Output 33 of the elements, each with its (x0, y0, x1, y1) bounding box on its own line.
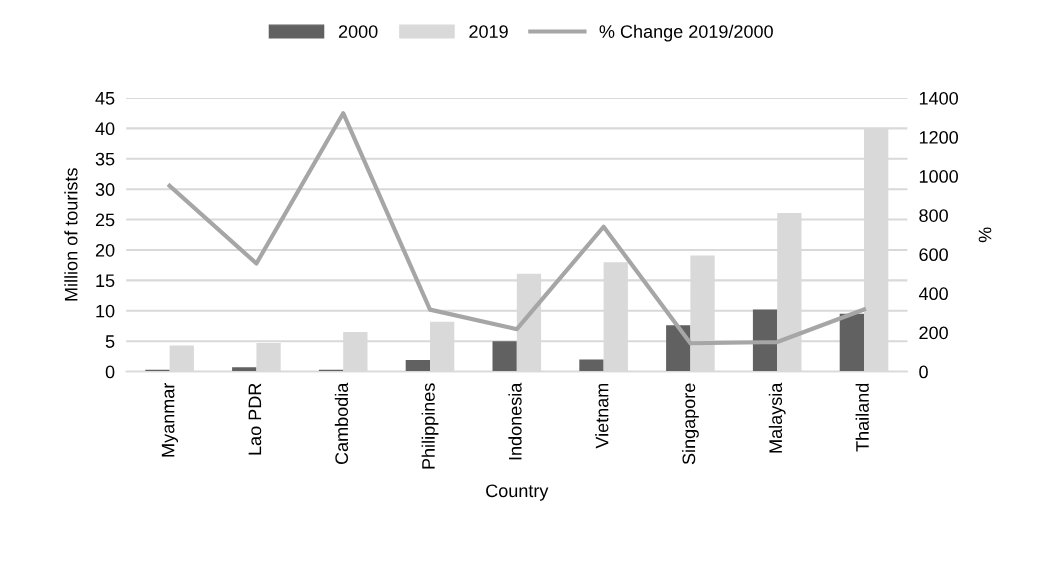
y2-tick-label: 1000 (919, 170, 958, 183)
x-tick-label: Philippines (421, 383, 439, 469)
y-tick-label: 10 (96, 304, 115, 318)
y-tick-label: 20 (95, 243, 115, 257)
y2-tick-label: 400 (918, 287, 948, 301)
x-tick-label: Myanmar (161, 382, 179, 457)
x-tick-label: Lao PDR (248, 383, 262, 455)
y2-tick-label: 1200 (919, 130, 958, 144)
legend-label: % Change 2019/2000 (599, 24, 773, 42)
y-tick-label: 45 (95, 92, 115, 105)
y2-axis-title: % (978, 227, 992, 243)
y-tick-label: 35 (95, 152, 115, 166)
x-axis-title: Country (486, 484, 549, 501)
y2-tick-label: 800 (919, 209, 948, 222)
y-tick-label: 25 (95, 213, 115, 227)
x-tick-label: Malaysia (768, 382, 786, 453)
legend-label: 2000 (338, 25, 378, 38)
x-tick-label: Thailand (855, 383, 869, 452)
y2-tick-label: 0 (919, 365, 928, 379)
y-tick-label: 5 (105, 335, 115, 348)
x-tick-label: Indonesia (508, 382, 522, 460)
x-tick-label: Vietnam (595, 383, 609, 449)
y-axis-title: Million of tourists (64, 168, 78, 301)
legend-label: 2019 (469, 25, 508, 38)
y2-tick-label: 1400 (919, 91, 958, 105)
y-tick-label: 40 (95, 122, 115, 136)
y-tick-label: 0 (105, 365, 115, 379)
y-tick-label: 30 (95, 183, 115, 196)
y2-tick-label: 600 (919, 248, 948, 262)
y2-tick-label: 200 (919, 326, 948, 340)
y-tick-label: 15 (96, 274, 115, 288)
x-tick-label: Singapore (681, 383, 699, 465)
x-tick-label: Cambodia (334, 382, 349, 465)
